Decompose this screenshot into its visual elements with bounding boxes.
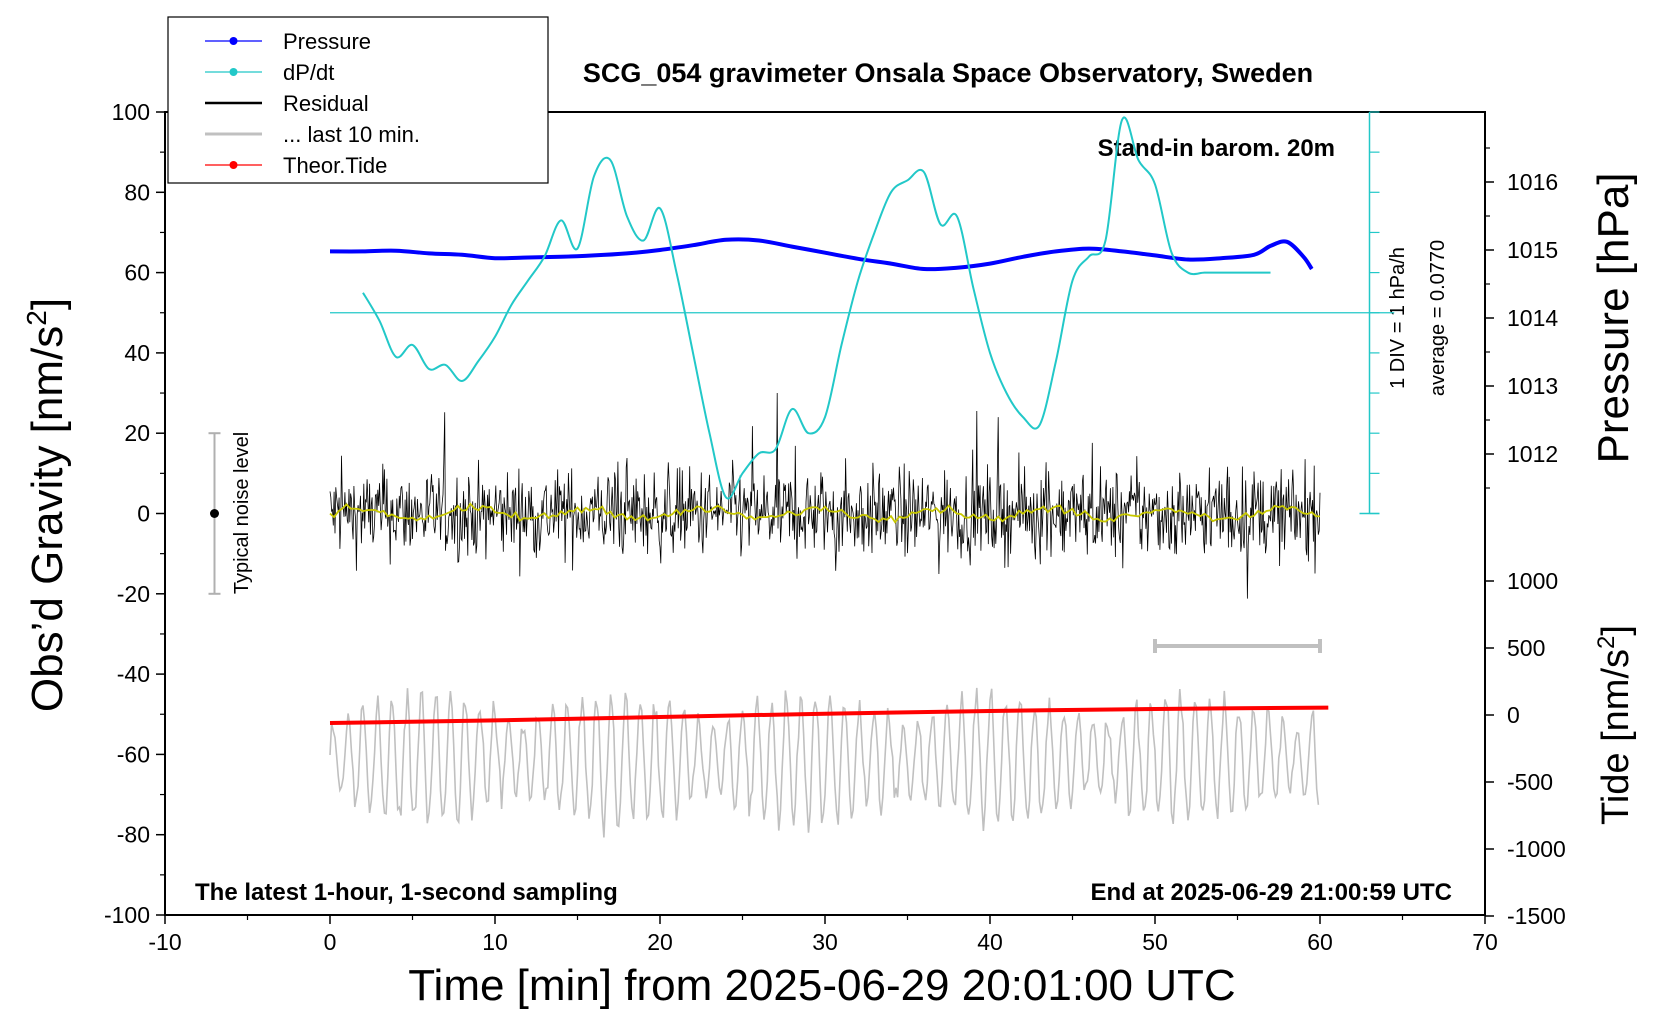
legend-label: dP/dt <box>283 60 334 85</box>
sampling-note: The latest 1-hour, 1-second sampling <box>195 879 618 906</box>
y-axis-label-tide: Tide [nm/s2] <box>1593 625 1637 825</box>
legend: Pressure dP/dt Residual ... last 10 min. The… <box>167 16 549 184</box>
pressure-tick-label: 1013 <box>1507 373 1558 399</box>
tide-tick-label: 0 <box>1507 702 1520 728</box>
legend-marker <box>229 161 238 169</box>
tide-tick-label: 500 <box>1507 635 1545 661</box>
y-tick-label: 100 <box>112 99 150 125</box>
y-tick-label: 40 <box>124 340 150 366</box>
legend-label: Pressure <box>283 29 371 54</box>
chart-title: SCG_054 gravimeter Onsala Space Observat… <box>583 58 1313 88</box>
noise-level-label: Typical noise level <box>231 432 253 594</box>
y-tick-label: 80 <box>124 179 150 205</box>
x-tick-label: 20 <box>647 929 673 955</box>
tide-tick-label: -1000 <box>1507 836 1566 862</box>
x-tick-label: 0 <box>324 929 337 955</box>
y-axis-label-pressure: Pressure [hPa] <box>1589 172 1638 463</box>
y-tick-label: -100 <box>104 902 150 928</box>
axis-ticks: -10 0 10 20 30 40 50 60 70-100-80-60-40-20020406… <box>104 99 1566 955</box>
x-axis-label: Time [min] from 2025-06-29 20:01:00 UTC <box>408 961 1235 1010</box>
x-tick-label: 50 <box>1142 929 1168 955</box>
y-tick-label: 20 <box>124 420 150 446</box>
line-series <box>329 116 1329 725</box>
series-theortide-line <box>329 705 1329 725</box>
x-tick-label: 10 <box>482 929 508 955</box>
last-10-min-series <box>329 687 1320 838</box>
chart-decorations <box>208 111 1395 653</box>
pressure-tick-label: 1015 <box>1507 237 1558 263</box>
y-tick-label: -20 <box>117 581 150 607</box>
legend-label: Residual <box>283 91 369 116</box>
residual-line <box>329 392 1321 599</box>
series-dpdt-line <box>362 116 1271 500</box>
x-tick-label: 60 <box>1307 929 1333 955</box>
div-scale-label: 1 DIV = 1 hPa/h <box>1387 247 1409 389</box>
legend-label: ... last 10 min. <box>283 122 420 147</box>
average-label: average = 0.0770 <box>1427 240 1449 396</box>
tide-tick-label: -500 <box>1507 769 1553 795</box>
tide-tick-label: -1500 <box>1507 903 1566 929</box>
legend-marker <box>229 37 238 45</box>
residual-series <box>329 392 1321 599</box>
tide-tick-label: 1000 <box>1507 568 1558 594</box>
legend-label: Theor.Tide <box>283 153 387 178</box>
y-tick-label: -60 <box>117 741 150 767</box>
y-axis-label-main: Obs’d Gravity [nm/s2] <box>21 298 72 712</box>
y-tick-label: 60 <box>124 260 150 286</box>
x-tick-label: 40 <box>977 929 1003 955</box>
x-tick-label: 30 <box>812 929 838 955</box>
pressure-tick-label: 1016 <box>1507 169 1558 195</box>
y-tick-label: -80 <box>117 822 150 848</box>
residual-smoothed-line <box>329 502 1321 524</box>
x-tick-label: -10 <box>148 929 181 955</box>
noise-bar-center <box>210 509 219 518</box>
legend-box <box>167 16 549 184</box>
last-10-min-line <box>329 687 1320 838</box>
y-tick-label: 0 <box>137 501 150 527</box>
series-pressure-line <box>329 237 1314 272</box>
y-tick-label: -40 <box>117 661 150 687</box>
x-tick-label: 70 <box>1472 929 1498 955</box>
pressure-tick-label: 1012 <box>1507 441 1558 467</box>
pressure-tick-label: 1014 <box>1507 305 1558 331</box>
legend-marker <box>229 68 238 76</box>
end-time-note: End at 2025-06-29 21:00:59 UTC <box>1091 879 1453 906</box>
